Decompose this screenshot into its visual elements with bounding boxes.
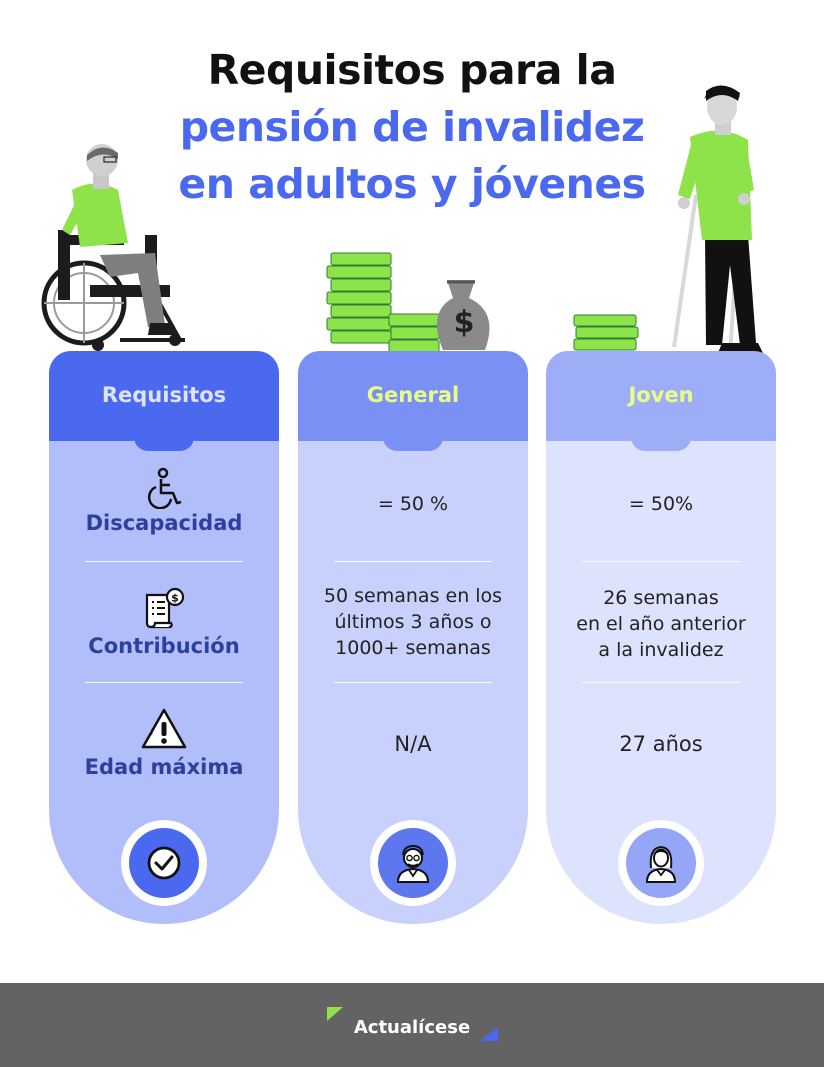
page-title: Requisitos para la pensión de invalidez … xyxy=(0,42,824,213)
logo-mark-green-icon xyxy=(327,1007,343,1021)
joven-contribucion-line-3: a la invalidez xyxy=(598,639,724,661)
header-tab xyxy=(134,437,194,451)
small-money-stack-illustration xyxy=(573,314,639,351)
general-contribucion-line-2: últimos 3 años o xyxy=(334,611,492,633)
general-discapacidad-value: = 50 % xyxy=(377,493,449,515)
brand-logo-text: Actualícese xyxy=(353,1017,471,1038)
warning-icon xyxy=(141,708,187,749)
joven-contribucion-line-1: 26 semanas xyxy=(603,587,719,609)
check-badge xyxy=(121,820,207,906)
joven-column-header: Joven xyxy=(546,351,776,441)
discapacidad-label: Discapacidad xyxy=(85,511,243,535)
money-stack-illustration: $ xyxy=(326,252,490,353)
joven-discapacidad-value: = 50% xyxy=(628,493,694,515)
logo-mark-blue-icon xyxy=(480,1027,498,1041)
svg-text:$: $ xyxy=(171,592,179,605)
svg-text:$: $ xyxy=(454,305,475,340)
row-divider xyxy=(334,682,492,683)
young-person-icon xyxy=(645,845,677,883)
title-line-3: en adultos y jóvenes xyxy=(178,160,646,208)
check-icon xyxy=(147,846,181,880)
requisitos-header-label: Requisitos xyxy=(101,383,227,407)
joven-header-label: Joven xyxy=(628,383,694,407)
general-contribucion-line-1: 50 semanas en los xyxy=(323,585,503,607)
requisitos-column-header: Requisitos xyxy=(49,351,279,441)
general-column-header: General xyxy=(298,351,528,441)
requisitos-column: Requisitos Discapacidad $ Contribución E… xyxy=(49,351,279,924)
title-line-1: Requisitos para la xyxy=(207,46,617,94)
joven-column: Joven = 50% 26 semanas en el año anterio… xyxy=(546,351,776,924)
row-divider xyxy=(85,561,243,562)
general-header-label: General xyxy=(366,383,460,407)
older-person-icon xyxy=(396,844,430,883)
title-line-2: pensión de invalidez xyxy=(179,103,645,151)
general-contribucion-line-3: 1000+ semanas xyxy=(335,637,491,659)
row-divider xyxy=(85,682,243,683)
row-divider xyxy=(334,561,492,562)
young-person-badge xyxy=(618,820,704,906)
footer: Actualícese xyxy=(0,983,824,1067)
header-tab xyxy=(631,437,691,451)
general-edad-value: N/A xyxy=(394,732,432,756)
general-column: General = 50 % 50 semanas en los últimos… xyxy=(298,351,528,924)
joven-edad-value: 27 años xyxy=(619,732,703,756)
wheelchair-icon xyxy=(147,467,182,509)
joven-contribucion-line-2: en el año anterior xyxy=(576,613,746,635)
edad-maxima-label: Edad máxima xyxy=(84,755,244,779)
header-tab xyxy=(383,437,443,451)
wheelchair-man-illustration xyxy=(41,144,185,351)
row-divider xyxy=(582,682,740,683)
row-divider xyxy=(582,561,740,562)
contribucion-label: Contribución xyxy=(88,634,240,658)
young-man-illustration xyxy=(672,85,764,361)
older-person-badge xyxy=(370,820,456,906)
invoice-icon: $ xyxy=(145,587,185,629)
